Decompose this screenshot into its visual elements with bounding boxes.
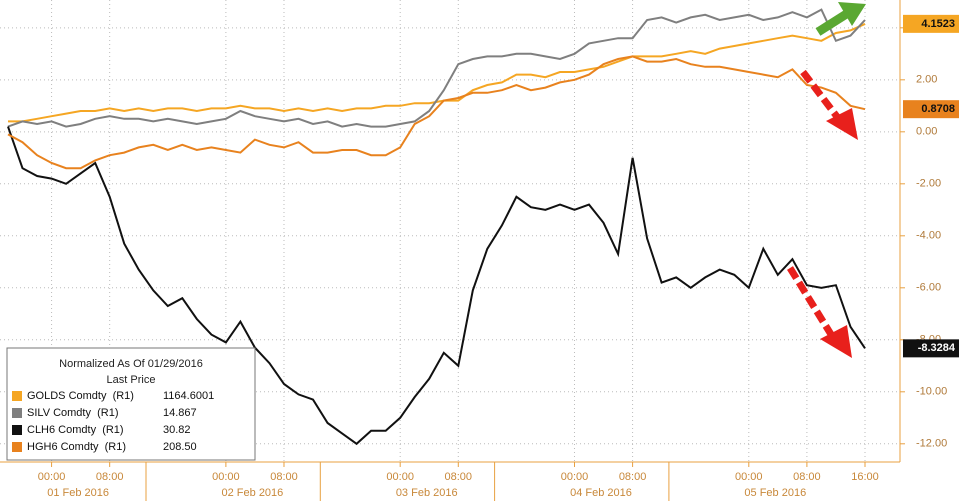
- x-tick-label: 08:00: [270, 471, 298, 483]
- x-tick-label: 00:00: [735, 471, 763, 483]
- legend: Normalized As Of 01/29/2016 Last Price G…: [6, 347, 256, 461]
- last-value-box: [903, 100, 959, 119]
- plot: [7, 8, 866, 446]
- y-tick-label: -12.00: [916, 438, 947, 450]
- legend-swatch: [12, 442, 22, 452]
- last-value-box: [903, 14, 959, 33]
- legend-label: HGH6 Comdty (R1): [27, 441, 126, 453]
- red-arrow: [787, 266, 835, 338]
- series-line: [7, 126, 866, 446]
- legend-value: 208.50: [163, 441, 197, 453]
- legend-box: [6, 347, 256, 461]
- y-tick-label: 2.00: [916, 74, 937, 86]
- x-group-label: 04 Feb 2016: [570, 487, 632, 499]
- x-group-label: 01 Feb 2016: [47, 487, 109, 499]
- y-tick-label: -4.00: [916, 230, 941, 242]
- x-tick-label: 08:00: [619, 471, 647, 483]
- x-tick-label: 08:00: [445, 471, 473, 483]
- x-tick-label: 00:00: [212, 471, 240, 483]
- annotation-arrows: [787, 2, 866, 358]
- legend-subtitle: Last Price: [107, 374, 156, 386]
- series-line: [7, 55, 866, 170]
- y-tick-label: -6.00: [916, 282, 941, 294]
- legend-swatch: [12, 425, 22, 435]
- legend-value: 1164.6001: [163, 390, 214, 402]
- legend-title: Normalized As Of 01/29/2016: [59, 358, 203, 370]
- last-value-labels: 4.1523 -8.3284 0.8708: [903, 14, 959, 358]
- x-tick-label: 08:00: [793, 471, 821, 483]
- x-tick-label: 00:00: [561, 471, 589, 483]
- red-arrow-head: [826, 108, 858, 140]
- last-value-label: 4.1523: [921, 18, 955, 30]
- red-arrow: [800, 69, 841, 121]
- y-tick-label: -10.00: [916, 386, 947, 398]
- green-arrow: [815, 9, 851, 36]
- legend-value: 30.82: [163, 424, 191, 436]
- last-value-label: -8.3284: [918, 342, 956, 354]
- x-tick-label: 00:00: [38, 471, 66, 483]
- legend-value: 14.867: [163, 407, 197, 419]
- green-arrow-head: [838, 2, 866, 26]
- legend-label: SILV Comdty (R1): [27, 407, 119, 419]
- x-tick-label: 00:00: [386, 471, 414, 483]
- x-group-label: 05 Feb 2016: [744, 487, 806, 499]
- legend-label: CLH6 Comdty (R1): [27, 424, 124, 436]
- x-tick-label: 16:00: [851, 471, 879, 483]
- y-tick-label: -2.00: [916, 178, 941, 190]
- y-tick-label: 0.00: [916, 126, 937, 138]
- legend-swatch: [12, 391, 22, 401]
- x-group-label: 02 Feb 2016: [222, 487, 284, 499]
- red-arrow-head: [820, 325, 852, 358]
- last-value-label: 0.8708: [921, 103, 955, 115]
- x-group-label: 03 Feb 2016: [396, 487, 458, 499]
- series-line: [7, 8, 866, 128]
- legend-swatch: [12, 408, 22, 418]
- legend-label: GOLDS Comdty (R1): [27, 390, 134, 402]
- x-tick-label: 08:00: [96, 471, 124, 483]
- last-value-box: [903, 339, 959, 358]
